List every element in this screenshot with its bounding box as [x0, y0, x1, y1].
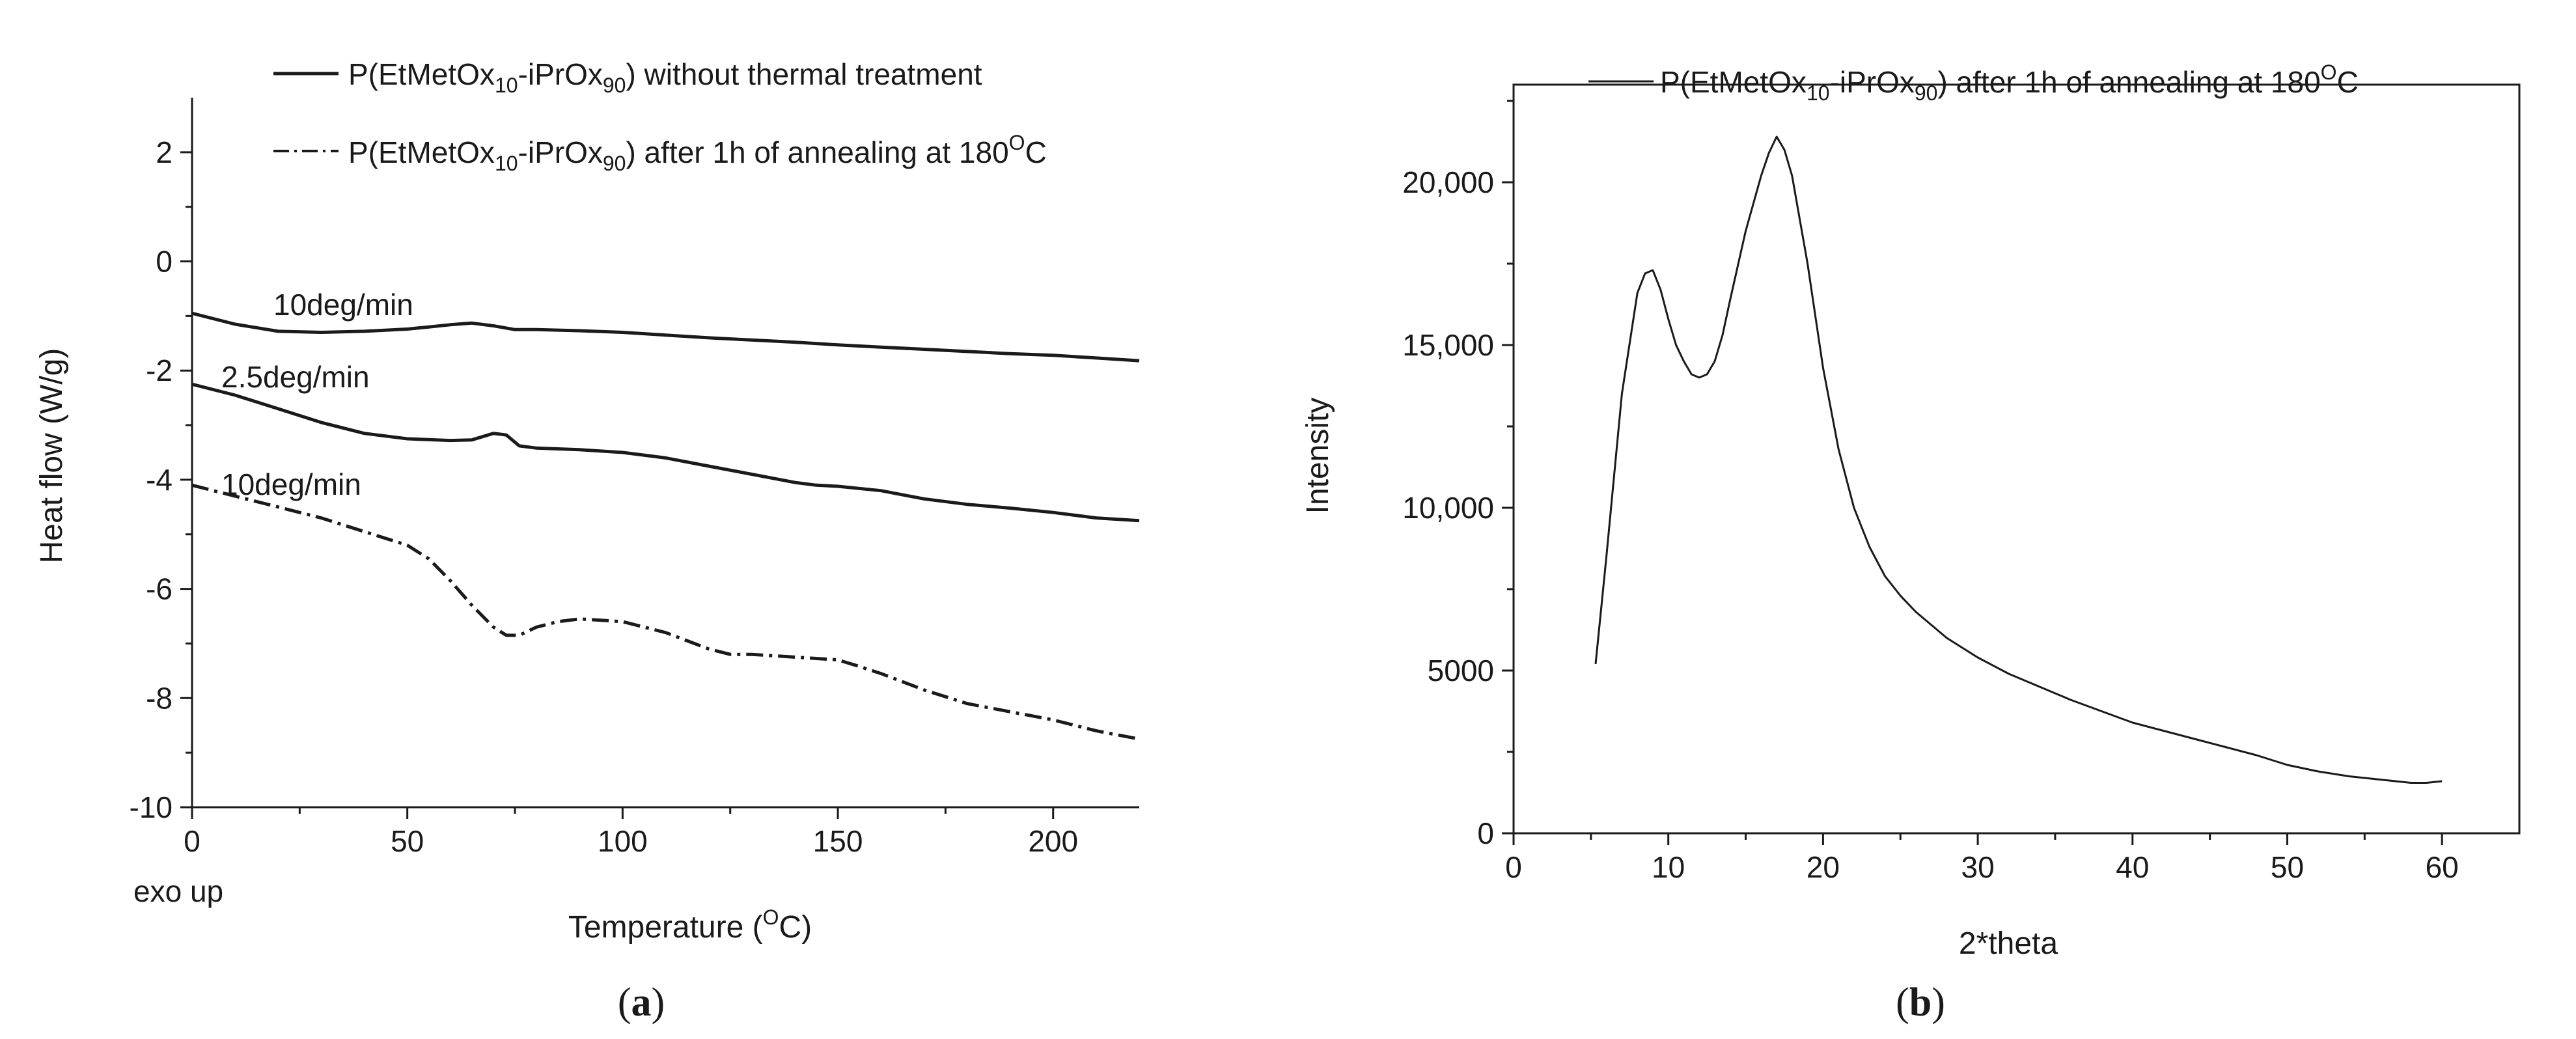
y-tick-label: 10,000 — [1402, 491, 1494, 525]
series-line-2 — [191, 483, 1140, 741]
plot-frame — [1512, 83, 2521, 835]
curve-label-2-5deg: 2.5deg/min — [221, 360, 370, 394]
y-axis-title-a: Heat flow (W/g) — [35, 348, 69, 564]
legend-b-text: P(EtMetOx10-iPrOx90) after 1h of anneali… — [1660, 61, 2359, 105]
x-tick-label: 100 — [598, 824, 648, 858]
legend-a-solid-text: P(EtMetOx10-iPrOx90) without thermal tre… — [348, 57, 982, 97]
curve-label-10deg-top: 10deg/min — [273, 288, 413, 322]
x-axis-title-b: 2*theta — [1959, 926, 2058, 961]
y-tick-label: 5000 — [1428, 654, 1494, 687]
series-line-0 — [1594, 135, 2443, 784]
x-tick-label: 200 — [1028, 824, 1078, 858]
panel-b: P(EtMetOx10-iPrOx90) after 1h of anneali… — [1301, 61, 2521, 1025]
x-tick-label: 10 — [1652, 850, 1685, 884]
x-tick-label: 0 — [184, 824, 201, 858]
series-line-1 — [191, 382, 1140, 523]
y-tick-label: 15,000 — [1402, 328, 1494, 362]
x-tick-label: 20 — [1807, 850, 1840, 884]
y-tick-label: 20,000 — [1402, 165, 1494, 199]
x-tick-label: 40 — [2116, 850, 2149, 884]
legend-b: P(EtMetOx10-iPrOx90) after 1h of anneali… — [1588, 61, 2359, 105]
exo-up-note: exo up — [133, 874, 223, 908]
series-b — [1594, 135, 2443, 784]
x-tick-label: 50 — [391, 824, 424, 858]
series-line-0 — [191, 311, 1140, 363]
panel-label-a: (a) — [618, 980, 665, 1025]
y-axis-title-b: Intensity — [1301, 398, 1335, 514]
panel-label-b: (b) — [1896, 980, 1945, 1025]
curve-label-10deg-annealed: 10deg/min — [221, 467, 361, 501]
x-tick-label: 60 — [2426, 850, 2459, 884]
x-tick-label: 30 — [1961, 850, 1994, 884]
y-tick-label: 0 — [156, 245, 173, 279]
y-tick-label: 0 — [1477, 816, 1494, 850]
x-tick-label: 150 — [813, 824, 863, 858]
axes-a: 0 50 100 150 200 -10 -8 -6 -4 -2 0 2 — [130, 98, 1139, 858]
y-tick-label: 2 — [156, 135, 173, 169]
legend-a: P(EtMetOx10-iPrOx90) without thermal tre… — [273, 57, 1047, 175]
legend-a-dashdot-text: P(EtMetOx10-iPrOx90) after 1h of anneali… — [348, 131, 1047, 175]
y-tick-label: -4 — [146, 463, 173, 497]
y-tick-label: -8 — [146, 681, 173, 715]
x-tick-label: 0 — [1505, 850, 1522, 884]
x-tick-label: 50 — [2271, 850, 2304, 884]
series-a — [191, 311, 1140, 741]
panel-a: P(EtMetOx10-iPrOx90) without thermal tre… — [35, 57, 1140, 1025]
curve-labels-a: 10deg/min 2.5deg/min 10deg/min — [221, 288, 413, 501]
x-axis-title-a: Temperature (OC) — [568, 906, 812, 945]
axes-b: 0 10 20 30 40 50 60 0 5000 10,000 15,000 20,000 — [1402, 83, 2521, 884]
y-tick-label: -6 — [146, 572, 173, 606]
y-tick-label: -10 — [130, 790, 173, 824]
y-tick-label: -2 — [146, 353, 173, 387]
